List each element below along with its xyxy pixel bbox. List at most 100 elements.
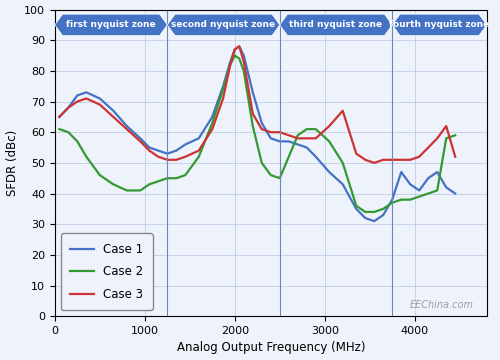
Line: Case 3: Case 3 [60, 46, 455, 163]
Case 3 [452, 154, 458, 159]
Case 2 [295, 133, 301, 138]
Case 3 [250, 112, 256, 116]
Case 3 [138, 139, 143, 144]
Case 2 [371, 210, 377, 214]
Case 1 [210, 115, 216, 119]
Case 1 [443, 185, 449, 190]
Case 3 [313, 136, 319, 140]
Legend: Case 1, Case 2, Case 3: Case 1, Case 2, Case 3 [60, 234, 153, 310]
Case 1 [182, 142, 188, 147]
Case 2 [380, 207, 386, 211]
Case 1 [371, 219, 377, 223]
Case 3 [174, 158, 180, 162]
Case 2 [182, 173, 188, 177]
Case 1 [146, 145, 152, 150]
Case 3 [380, 158, 386, 162]
Case 1 [362, 216, 368, 220]
Case 2 [241, 69, 247, 73]
Case 1 [232, 47, 238, 51]
Case 3 [416, 154, 422, 159]
Case 1 [398, 170, 404, 174]
Case 1 [56, 115, 62, 119]
Line: Case 2: Case 2 [60, 55, 455, 212]
Case 2 [398, 198, 404, 202]
Case 2 [156, 179, 162, 183]
Case 3 [389, 158, 395, 162]
Case 2 [304, 127, 310, 131]
Case 2 [74, 139, 80, 144]
Case 2 [84, 154, 89, 159]
Case 1 [340, 182, 345, 186]
Case 2 [210, 121, 216, 125]
Case 3 [156, 154, 162, 159]
Case 2 [425, 192, 431, 196]
Case 2 [268, 173, 274, 177]
Polygon shape [392, 14, 486, 36]
Case 2 [389, 201, 395, 205]
Case 2 [326, 139, 332, 144]
Case 1 [156, 148, 162, 153]
Case 3 [407, 158, 413, 162]
Case 1 [434, 170, 440, 174]
Case 3 [84, 96, 89, 101]
Case 1 [277, 139, 283, 144]
Case 2 [443, 136, 449, 140]
Case 3 [353, 152, 359, 156]
Case 1 [138, 136, 143, 140]
Case 2 [124, 188, 130, 193]
Case 2 [313, 127, 319, 131]
Case 2 [164, 176, 170, 180]
Case 1 [389, 198, 395, 202]
Polygon shape [55, 14, 168, 36]
Case 1 [196, 136, 202, 140]
Case 1 [295, 142, 301, 147]
Polygon shape [280, 14, 392, 36]
Case 3 [277, 130, 283, 134]
Case 3 [220, 96, 226, 101]
Case 1 [250, 90, 256, 95]
Case 3 [326, 124, 332, 128]
Case 3 [56, 115, 62, 119]
Case 3 [268, 130, 274, 134]
Case 1 [124, 124, 130, 128]
Case 1 [353, 207, 359, 211]
Case 1 [425, 176, 431, 180]
Case 1 [452, 192, 458, 196]
Case 1 [259, 121, 265, 125]
Text: third nyquist zone: third nyquist zone [290, 21, 382, 30]
Case 2 [259, 161, 265, 165]
Case 2 [407, 198, 413, 202]
Y-axis label: SFDR (dBc): SFDR (dBc) [6, 130, 18, 196]
Text: fourth nyquist zone: fourth nyquist zone [390, 21, 490, 30]
Case 3 [196, 148, 202, 153]
Case 3 [232, 47, 238, 51]
Case 3 [228, 63, 234, 67]
Case 3 [110, 115, 116, 119]
Case 1 [236, 44, 242, 49]
Text: first nyquist zone: first nyquist zone [66, 21, 156, 30]
Case 1 [84, 90, 89, 95]
Case 2 [286, 154, 292, 159]
Case 2 [452, 133, 458, 138]
Case 3 [182, 154, 188, 159]
Case 2 [220, 87, 226, 91]
Case 2 [416, 194, 422, 199]
Case 1 [164, 152, 170, 156]
Polygon shape [168, 14, 280, 36]
Case 2 [228, 63, 234, 67]
Case 2 [434, 188, 440, 193]
Case 3 [164, 158, 170, 162]
Case 3 [434, 136, 440, 140]
Case 1 [110, 109, 116, 113]
Case 3 [124, 127, 130, 131]
Case 2 [97, 173, 103, 177]
Case 3 [97, 103, 103, 107]
Case 2 [362, 210, 368, 214]
Case 2 [353, 204, 359, 208]
Case 2 [236, 57, 242, 61]
Case 3 [286, 133, 292, 138]
Case 3 [259, 127, 265, 131]
Case 2 [277, 176, 283, 180]
Text: second nyquist zone: second nyquist zone [172, 21, 276, 30]
Case 1 [241, 53, 247, 58]
